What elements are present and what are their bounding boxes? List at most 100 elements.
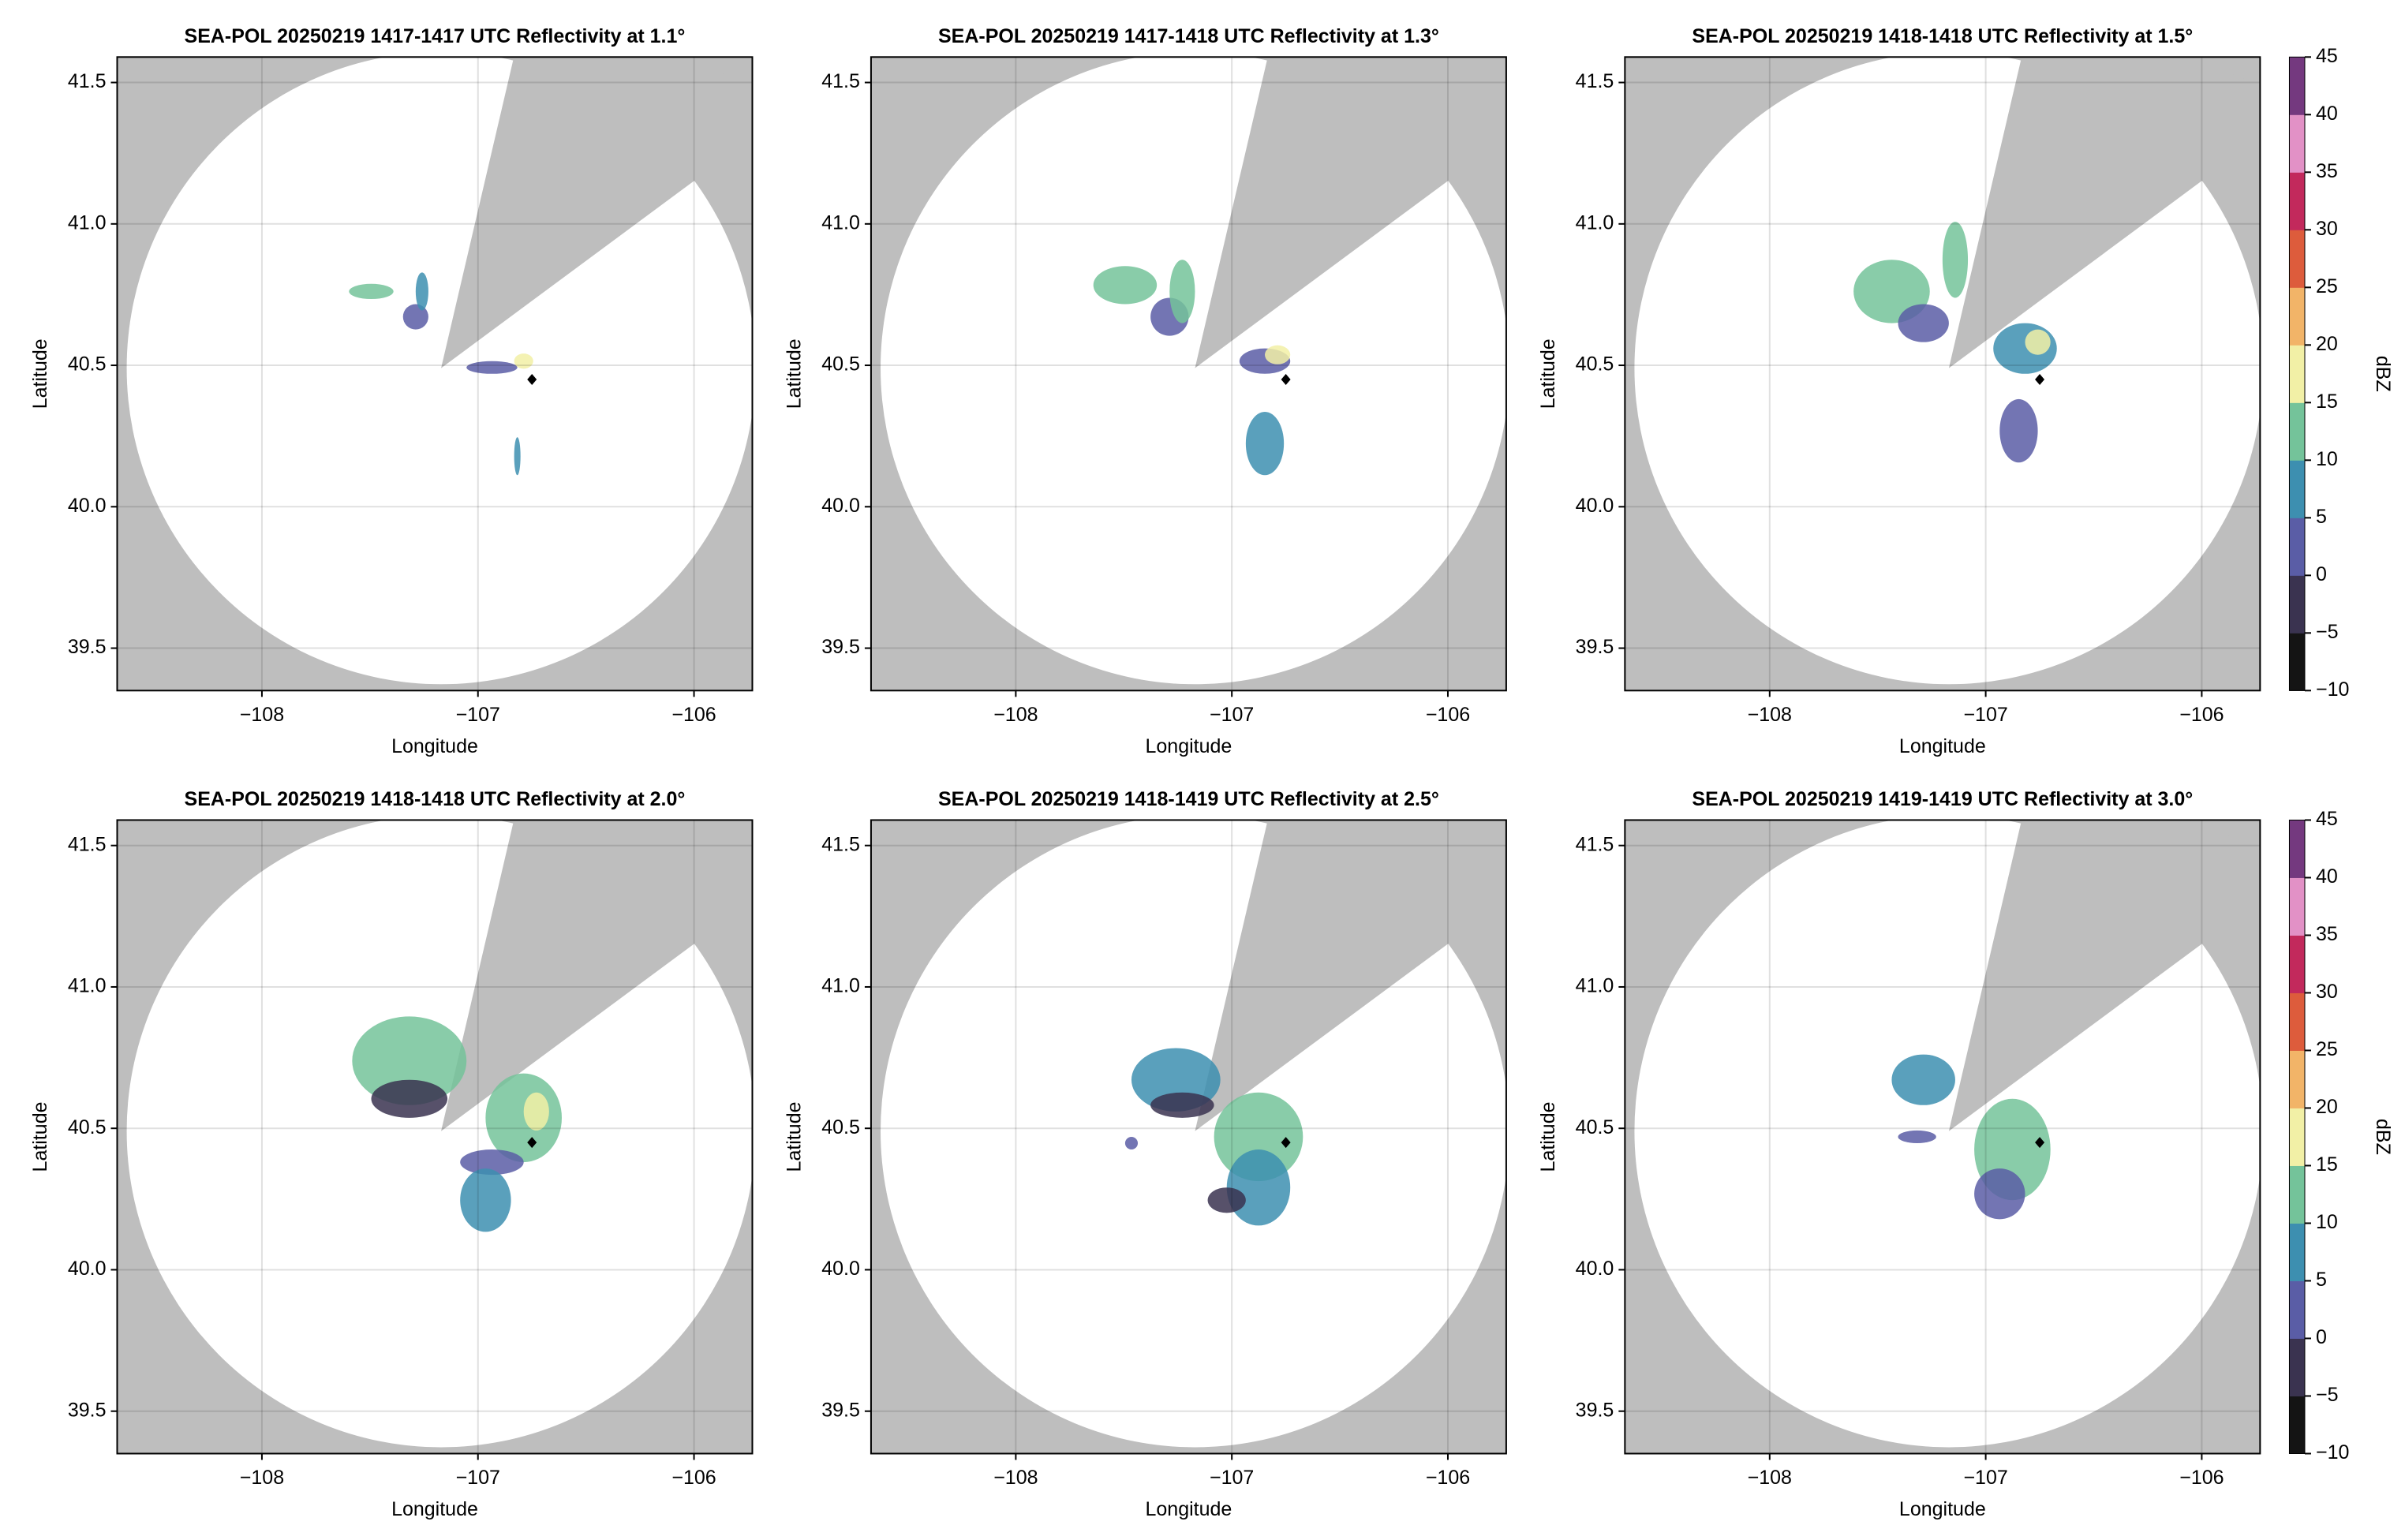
colorbar-segment — [2289, 402, 2305, 461]
blocked-sector — [441, 57, 753, 368]
blocked-sector — [1195, 57, 1506, 368]
y-tick-label: 40.5 — [821, 353, 860, 376]
echo — [352, 1016, 467, 1105]
colorbar-segment — [2289, 992, 2305, 1051]
y-tick-label: 40.0 — [68, 495, 107, 517]
colorbar-segment — [2289, 1223, 2305, 1281]
colorbar-tick-label: −5 — [2316, 621, 2339, 643]
panel: −108 −107 −106 39.5 40.0 40.5 41.0 41.5 SEA-POL … — [29, 25, 754, 757]
y-axis-label: Latitude — [1537, 338, 1559, 409]
x-tick-label: −108 — [993, 1467, 1038, 1489]
colorbar-tick-label: −5 — [2316, 1384, 2339, 1406]
echo — [415, 272, 428, 311]
x-axis-label: Longitude — [1899, 735, 1986, 757]
y-tick-label: 41.0 — [1576, 975, 1614, 997]
y-tick-label: 39.5 — [1576, 636, 1614, 658]
y-tick-label: 41.0 — [68, 975, 107, 997]
colorbar-tick-label: −10 — [2316, 1441, 2349, 1463]
plot-frame — [1624, 819, 2261, 1455]
x-tick-label: −106 — [2179, 1467, 2224, 1489]
panel: −108 −107 −106 39.5 40.0 40.5 41.0 41.5 SEA-POL … — [784, 788, 1507, 1520]
echo — [1974, 1168, 2025, 1220]
x-tick-label: −107 — [1210, 1467, 1254, 1489]
x-axis-label: Longitude — [1146, 1498, 1232, 1520]
echo — [514, 353, 533, 369]
blocked-sector — [1948, 820, 2261, 1131]
colorbar-tick-label: 25 — [2316, 275, 2338, 297]
plot-area — [870, 57, 1506, 691]
y-tick-label: 41.5 — [1576, 833, 1614, 855]
y-tick-label: 40.0 — [68, 1258, 107, 1280]
colorbar-segment — [2289, 1338, 2305, 1396]
x-tick-label: −108 — [240, 704, 284, 726]
echo — [371, 1079, 448, 1118]
colorbar-segment — [2289, 633, 2305, 691]
y-tick-label: 41.0 — [821, 975, 860, 997]
x-tick-label: −108 — [1748, 1467, 1792, 1489]
colorbar-tick-label: 20 — [2316, 1096, 2338, 1118]
colorbar-frame — [2288, 819, 2306, 1454]
panel: −108 −107 −106 39.5 40.0 40.5 41.0 41.5 SEA-POL … — [29, 788, 754, 1520]
y-tick-label: 40.5 — [1576, 353, 1614, 376]
colorbar-segment — [2289, 460, 2305, 518]
chart-title: SEA-POL 20250219 1417-1418 UTC Reflectiv… — [938, 25, 1439, 47]
echo — [523, 1092, 549, 1131]
echo — [1265, 345, 1291, 364]
colorbar-tick-label: 25 — [2316, 1038, 2338, 1060]
echo — [460, 1149, 524, 1176]
plot-frame — [116, 819, 754, 1455]
x-tick-label: −106 — [1426, 704, 1470, 726]
y-tick-label: 40.5 — [68, 1116, 107, 1138]
y-tick-label: 41.5 — [821, 833, 860, 855]
colorbar-tick-label: 15 — [2316, 1153, 2338, 1176]
y-tick-label: 39.5 — [1576, 1399, 1614, 1421]
plot-frame — [870, 56, 1507, 692]
radar-marker — [1281, 1137, 1291, 1149]
x-axis-label: Longitude — [1146, 735, 1232, 757]
plot-frame — [116, 56, 754, 692]
y-tick-label: 39.5 — [821, 636, 860, 658]
plot-area — [870, 820, 1506, 1454]
y-axis-label: Latitude — [29, 338, 51, 409]
colorbar-segment — [2289, 575, 2305, 634]
colorbar-tick-label: 30 — [2316, 981, 2338, 1003]
colorbar-segment — [2289, 877, 2305, 936]
echo — [1207, 1187, 1246, 1213]
echo — [1150, 1092, 1214, 1118]
colorbar-tick-label: 45 — [2316, 808, 2338, 830]
colorbar-tick-label: 35 — [2316, 160, 2338, 182]
panel: −108 −107 −106 39.5 40.0 40.5 41.0 41.5 SEA-POL … — [1537, 788, 2394, 1520]
colorbar-label: dBZ — [2372, 356, 2394, 392]
colorbar-segment — [2289, 1396, 2305, 1454]
colorbar-tick-label: 5 — [2316, 506, 2327, 528]
colorbar-tick-label: 0 — [2316, 1326, 2327, 1348]
radar-marker — [527, 1137, 537, 1149]
x-tick-label: −106 — [1426, 1467, 1470, 1489]
y-tick-label: 41.5 — [821, 70, 860, 92]
echo — [466, 361, 518, 374]
echo — [514, 437, 521, 476]
colorbar-tick-label: 30 — [2316, 218, 2338, 240]
echo — [402, 304, 428, 330]
radar-marker — [527, 373, 537, 385]
colorbar-label: dBZ — [2372, 1119, 2394, 1155]
y-axis-label: Latitude — [784, 338, 806, 409]
plot-frame — [1624, 56, 2261, 692]
y-tick-label: 39.5 — [821, 1399, 860, 1421]
y-tick-label: 40.0 — [821, 495, 860, 517]
y-tick-label: 41.5 — [68, 833, 107, 855]
colorbar-segment — [2289, 1280, 2305, 1339]
echo — [485, 1073, 562, 1163]
y-tick-label: 39.5 — [68, 1399, 107, 1421]
x-tick-label: −107 — [1210, 704, 1254, 726]
colorbar-tick-label: 5 — [2316, 1269, 2327, 1291]
echo — [1999, 398, 2038, 463]
y-tick-label: 41.0 — [1576, 211, 1614, 234]
x-axis-label: Longitude — [391, 1498, 478, 1520]
chart-title: SEA-POL 20250219 1417-1417 UTC Reflectiv… — [185, 25, 686, 47]
x-tick-label: −106 — [2179, 704, 2224, 726]
colorbar-tick-label: 10 — [2316, 448, 2338, 470]
x-tick-label: −108 — [993, 704, 1038, 726]
echo — [1214, 1092, 1303, 1182]
